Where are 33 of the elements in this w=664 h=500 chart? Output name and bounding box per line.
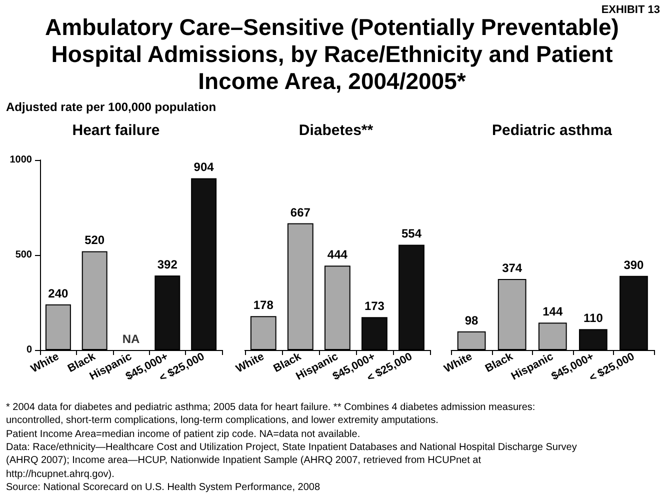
text: EXHIBIT 13 (601, 4, 660, 16)
y-tick-label: 500 (15, 250, 32, 260)
data-label: 444 (327, 248, 348, 262)
data-label: 390 (624, 258, 644, 272)
data-label: 374 (502, 260, 522, 275)
text: NA (122, 332, 140, 346)
chart-title: Diabetes** (298, 122, 374, 139)
data-label: 667 (290, 205, 311, 220)
y-axis-title: Adjusted rate per 100,000 population (6, 100, 216, 114)
y-tick-label: 1000 (10, 154, 32, 166)
data-label: 554 (401, 226, 422, 241)
data-label: 110 (584, 311, 604, 326)
text: Patient Income Area=median income of patient zip code. NA=data not available. (6, 428, 360, 440)
data-label: 904 (194, 160, 214, 174)
source-note: Source: National Scorecard on U.S. Health System Performance, 2008 (6, 482, 320, 493)
text: uncontrolled, short-term complications, long-term complications, and lower extremity amputations. (6, 415, 438, 426)
y-tick-label: 0 (26, 344, 32, 356)
x-tick-label: White (234, 350, 266, 376)
chart-title: Heart failure (72, 122, 160, 139)
data-label: 178 (253, 298, 274, 312)
text: Data: Race/ethnicity—Healthcare Cost and Utilization Project, State Inpatient Databases and National Hospital Discharge Survey (6, 442, 577, 453)
text: Ambulatory Care–Sensitive (Potentially Preventable) Hospital Admissions, by Race/Ethnicity and Patient Income Area, 2004/2005* (44, 14, 620, 95)
text: (AHRQ 2007); Income area—HCUP, Nationwide Inpatient Sample (AHRQ 2007, retrieved from HCUPnet at (6, 455, 482, 466)
data-label: 240 (48, 286, 69, 300)
text: * 2004 data for diabetes and pediatric asthma; 2005 data for heart failure. ** Combines 4 diabetes admission measures: (6, 402, 536, 413)
chart-title: Pediatric asthma (492, 122, 613, 139)
data-label: 98 (464, 313, 479, 328)
data-label: 173 (364, 299, 385, 314)
data-label: 392 (157, 258, 178, 272)
data-label: 144 (542, 304, 563, 319)
data-label: 520 (84, 233, 105, 248)
text: http://hcupnet.ahrq.gov). (6, 468, 114, 480)
x-tick-label: White (442, 350, 474, 376)
